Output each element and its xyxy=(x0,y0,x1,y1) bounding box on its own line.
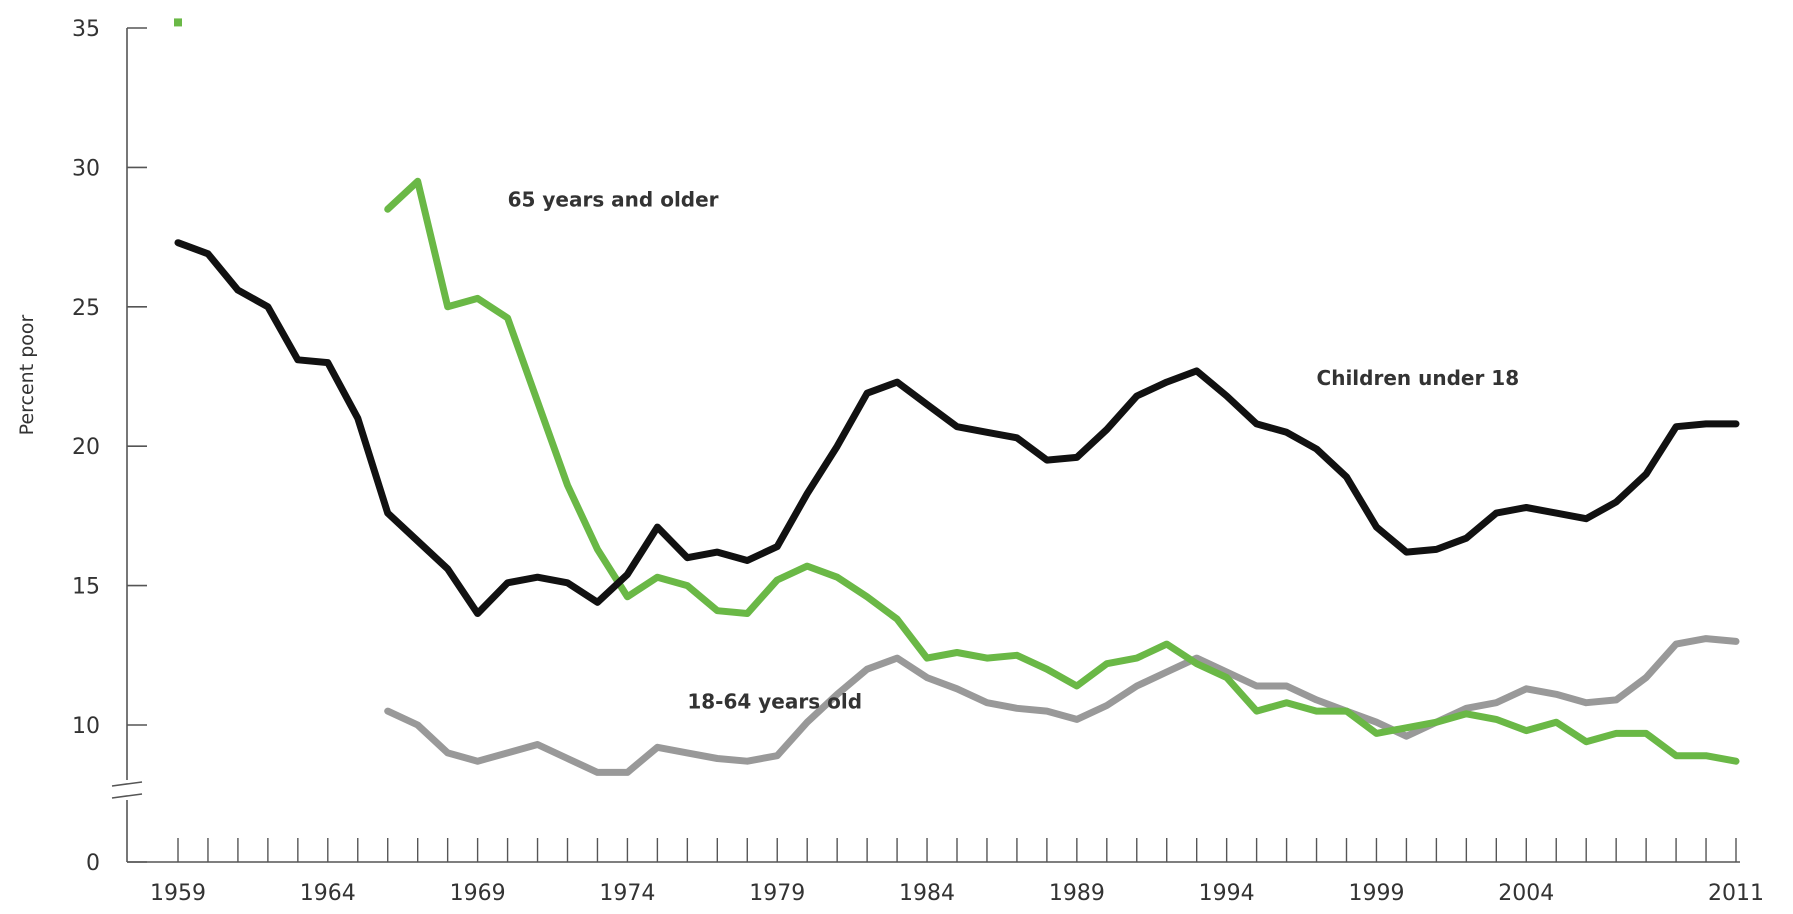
x-tick-label: 1989 xyxy=(1049,881,1105,906)
y-tick-label: 20 xyxy=(72,435,100,460)
y-axis-break-mark xyxy=(111,793,143,799)
x-tick-label: 2011 xyxy=(1708,881,1764,906)
series-label-children-under-18: Children under 18 xyxy=(1317,366,1520,390)
x-tick-label: 1984 xyxy=(899,881,955,906)
series-label-18-64-years-old: 18-64 years old xyxy=(687,689,862,713)
series-labels: 65 years and older Children under 18 18-64… xyxy=(508,187,1520,713)
series-point-65-years-and-older xyxy=(174,18,182,27)
y-axis-break-mark xyxy=(111,781,143,787)
y-tick-label: 0 xyxy=(86,851,100,876)
y-ticks: 0 10 15 20 25 30 35 xyxy=(72,17,147,876)
x-tick-label: 1964 xyxy=(300,881,356,906)
series-layer xyxy=(174,18,1740,776)
y-tick-label: 15 xyxy=(72,575,100,600)
x-tick-label: 2004 xyxy=(1498,881,1554,906)
x-tick-label: 1979 xyxy=(749,881,805,906)
x-tick-label: 1999 xyxy=(1348,881,1404,906)
y-tick-label: 25 xyxy=(72,296,100,321)
x-tick-label: 1969 xyxy=(450,881,506,906)
series-line-65-years-and-older xyxy=(384,177,1740,765)
series-label-65-years-and-older: 65 years and older xyxy=(508,187,719,211)
y-tick-label: 10 xyxy=(72,714,100,739)
x-ticks: 1959 1964 1969 1974 1979 1984 1989 1994 1999 2004… xyxy=(150,838,1764,906)
series-line-children-under-18 xyxy=(174,239,1740,617)
y-tick-label: 30 xyxy=(72,156,100,181)
x-tick-label: 1994 xyxy=(1199,881,1255,906)
y-tick-label: 35 xyxy=(72,17,100,42)
series-line-18-64-years-old xyxy=(384,635,1740,776)
x-tick-label: 1959 xyxy=(150,881,206,906)
x-tick-label: 1974 xyxy=(599,881,655,906)
y-axis-title: Percent poor xyxy=(16,314,38,435)
